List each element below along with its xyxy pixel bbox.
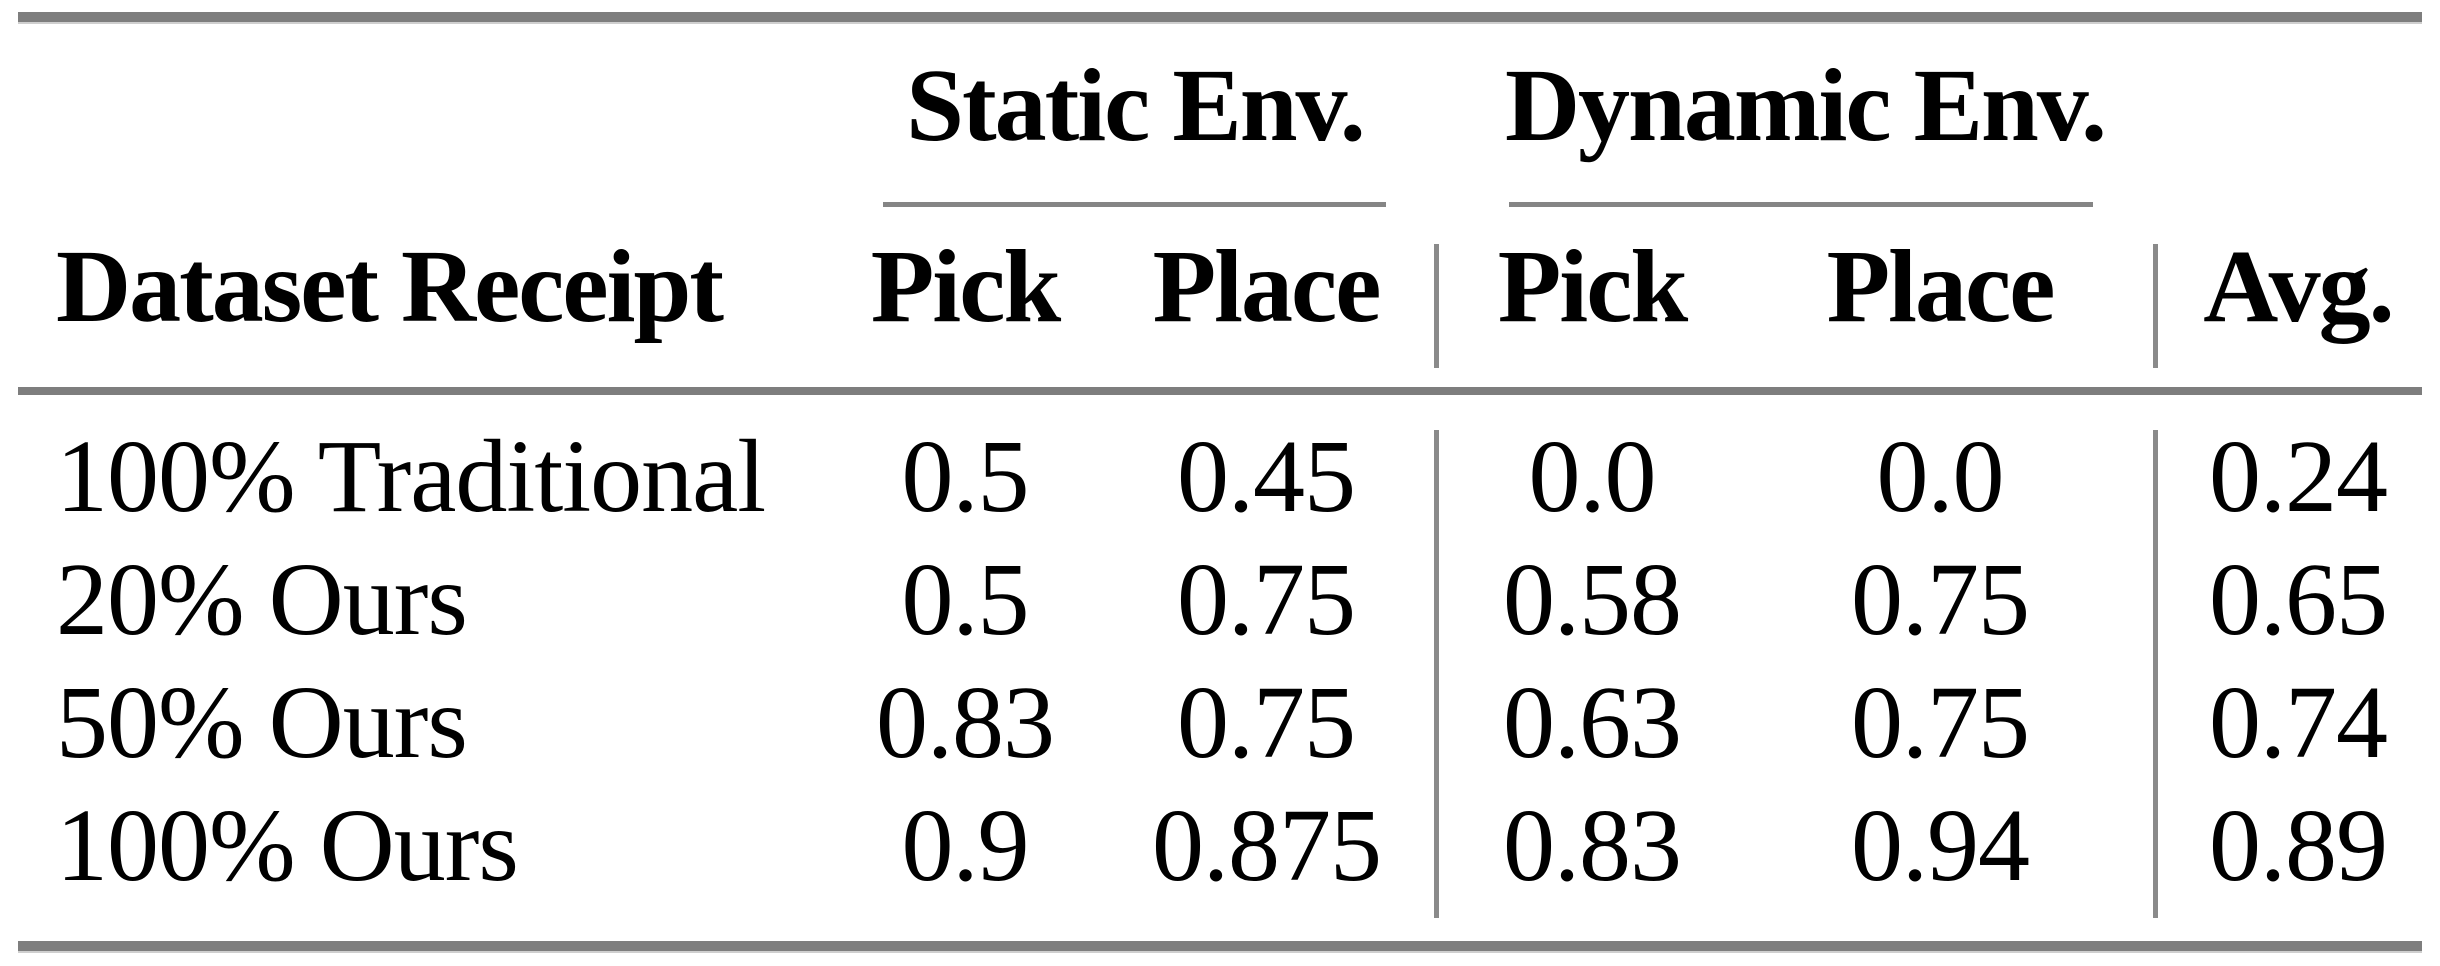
group-header-static-env: Static Env. (906, 48, 1366, 163)
table-bottom-rule (18, 941, 2422, 951)
column-header-avg: Avg. (2203, 229, 2394, 344)
vertical-rule-dynamic-avg-header (2153, 244, 2158, 368)
cell-dynamic-pick: 0.63 (1503, 665, 1682, 780)
cell-dynamic-pick: 0.83 (1503, 788, 1682, 903)
dynamic-env-underline (1509, 202, 2093, 207)
row-label-20pct-ours: 20% Ours (56, 542, 468, 657)
vertical-rule-dynamic-avg-body (2153, 430, 2158, 918)
cell-dynamic-place: 0.75 (1851, 542, 2030, 657)
column-header-static-pick: Pick (870, 229, 1061, 344)
column-header-dynamic-pick: Pick (1497, 229, 1688, 344)
cell-static-pick: 0.83 (876, 665, 1055, 780)
table-top-rule (18, 12, 2422, 22)
column-header-dynamic-place: Place (1826, 229, 2056, 344)
cell-dynamic-place: 0.75 (1851, 665, 2030, 780)
cell-avg: 0.24 (2209, 419, 2388, 534)
cell-avg: 0.89 (2209, 788, 2388, 903)
cell-dynamic-place: 0.0 (1876, 419, 2005, 534)
cell-static-place: 0.875 (1152, 788, 1382, 903)
cell-static-pick: 0.5 (901, 419, 1030, 534)
cell-static-pick: 0.5 (901, 542, 1030, 657)
vertical-rule-static-dynamic-header (1434, 244, 1439, 368)
cell-static-pick: 0.9 (901, 788, 1030, 903)
table-mid-rule (18, 387, 2422, 395)
cell-static-place: 0.75 (1177, 665, 1356, 780)
cell-avg: 0.65 (2209, 542, 2388, 657)
cell-dynamic-pick: 0.58 (1503, 542, 1682, 657)
cell-dynamic-place: 0.94 (1851, 788, 2030, 903)
cell-static-place: 0.45 (1177, 419, 1356, 534)
column-header-static-place: Place (1152, 229, 1382, 344)
column-header-dataset-receipt: Dataset Receipt (56, 229, 724, 344)
vertical-rule-static-dynamic-body (1434, 430, 1439, 918)
row-label-100pct-ours: 100% Ours (56, 788, 519, 903)
cell-dynamic-pick: 0.0 (1528, 419, 1657, 534)
row-label-50pct-ours: 50% Ours (56, 665, 468, 780)
cell-avg: 0.74 (2209, 665, 2388, 780)
static-env-underline (883, 202, 1386, 207)
group-header-dynamic-env: Dynamic Env. (1504, 48, 2107, 163)
cell-static-place: 0.75 (1177, 542, 1356, 657)
row-label-100pct-traditional: 100% Traditional (56, 419, 766, 534)
